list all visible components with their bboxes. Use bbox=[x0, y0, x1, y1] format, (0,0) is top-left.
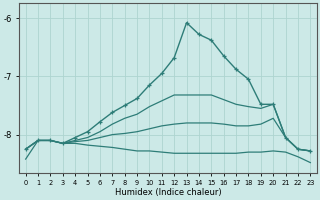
X-axis label: Humidex (Indice chaleur): Humidex (Indice chaleur) bbox=[115, 188, 221, 197]
